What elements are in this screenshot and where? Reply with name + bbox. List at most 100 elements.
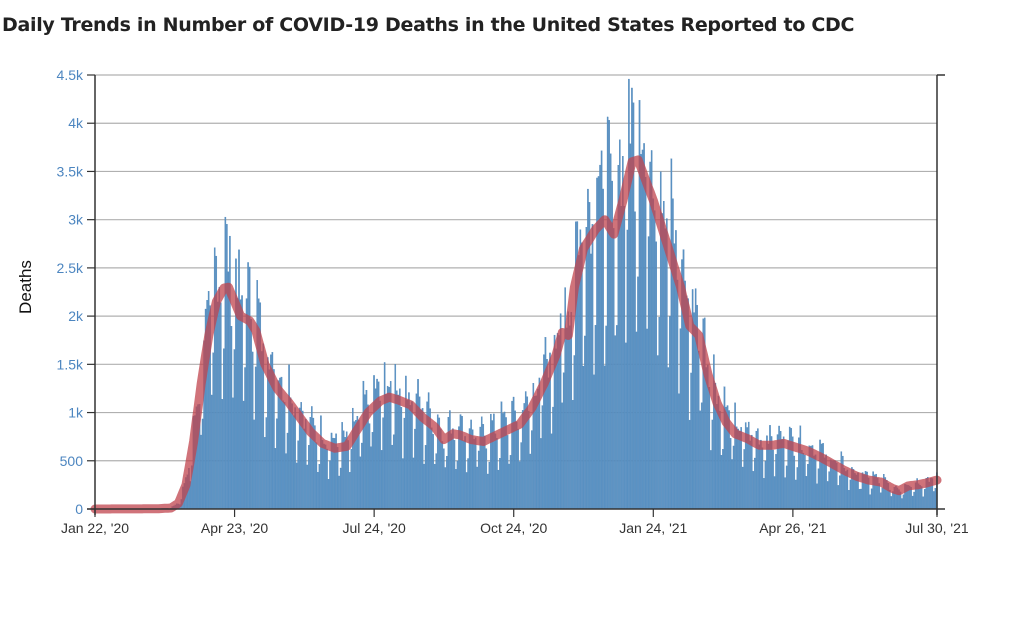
daily-bar bbox=[268, 369, 271, 510]
daily-bar bbox=[223, 348, 225, 510]
daily-bar bbox=[373, 375, 375, 510]
daily-bar bbox=[547, 377, 550, 510]
daily-bar bbox=[508, 463, 510, 510]
daily-bar bbox=[641, 149, 644, 510]
daily-bar bbox=[581, 242, 583, 510]
daily-bar bbox=[324, 444, 327, 510]
daily-bar bbox=[306, 464, 309, 510]
daily-bar bbox=[711, 419, 714, 510]
daily-bar bbox=[370, 446, 372, 510]
daily-bar bbox=[518, 461, 521, 510]
daily-bar bbox=[297, 440, 299, 510]
daily-bar bbox=[629, 143, 632, 510]
y-tick-label: 3k bbox=[68, 212, 84, 228]
daily-bar bbox=[837, 485, 840, 510]
daily-bar bbox=[443, 448, 445, 510]
daily-bar bbox=[644, 176, 647, 510]
daily-bar bbox=[348, 472, 351, 510]
x-axis-ticks: Jan 22, '20 Apr 23, '20 Jul 24, '20 Oct 24,… bbox=[61, 509, 969, 536]
daily-bar bbox=[276, 418, 278, 510]
daily-bar bbox=[737, 428, 739, 510]
daily-bar bbox=[248, 266, 251, 510]
daily-bar bbox=[517, 428, 519, 510]
daily-bar bbox=[341, 422, 343, 510]
daily-bar bbox=[693, 312, 695, 510]
daily-bar bbox=[250, 319, 252, 510]
daily-bar bbox=[406, 400, 409, 510]
daily-bar bbox=[758, 444, 761, 510]
daily-bar bbox=[338, 475, 340, 510]
daily-bar bbox=[412, 457, 415, 510]
daily-bar bbox=[403, 417, 406, 510]
daily-bar bbox=[643, 143, 645, 510]
daily-bar bbox=[603, 365, 606, 510]
daily-bar bbox=[658, 317, 661, 510]
daily-bar bbox=[664, 228, 667, 510]
daily-bar bbox=[383, 362, 386, 510]
daily-bar bbox=[487, 473, 489, 510]
daily-bar bbox=[218, 287, 221, 510]
daily-bar bbox=[814, 454, 817, 510]
daily-bar bbox=[531, 430, 533, 510]
daily-bar bbox=[294, 407, 296, 510]
daily-bar bbox=[760, 439, 762, 510]
daily-bar bbox=[385, 393, 387, 510]
daily-bar bbox=[347, 440, 350, 510]
daily-bar bbox=[473, 439, 475, 510]
daily-bar bbox=[282, 400, 284, 510]
daily-bar bbox=[734, 402, 736, 510]
y-tick-label: 500 bbox=[60, 453, 84, 469]
daily-bar bbox=[741, 466, 744, 510]
daily-bar bbox=[286, 432, 289, 510]
daily-bar bbox=[845, 471, 847, 510]
daily-bar bbox=[623, 206, 626, 510]
daily-bar bbox=[494, 433, 497, 510]
daily-bar bbox=[477, 450, 480, 510]
daily-bar bbox=[799, 425, 802, 510]
daily-bar bbox=[802, 452, 805, 510]
daily-bar bbox=[226, 224, 228, 510]
daily-bar bbox=[652, 198, 654, 510]
daily-bar bbox=[315, 442, 318, 510]
daily-bar bbox=[485, 448, 488, 510]
daily-bar bbox=[697, 350, 700, 510]
daily-bar bbox=[462, 440, 465, 510]
daily-bar bbox=[608, 120, 610, 510]
daily-bar bbox=[699, 410, 701, 510]
daily-bar bbox=[653, 210, 656, 510]
x-tick-label: Jul 30, '21 bbox=[905, 520, 969, 536]
daily-bar bbox=[564, 287, 566, 510]
daily-bar bbox=[435, 453, 438, 510]
daily-bar bbox=[212, 352, 214, 510]
daily-bar bbox=[527, 410, 530, 510]
daily-bar bbox=[826, 481, 829, 510]
daily-bar bbox=[402, 458, 404, 510]
daily-bar bbox=[253, 419, 255, 510]
daily-bar bbox=[391, 444, 394, 510]
daily-bar bbox=[386, 385, 389, 510]
daily-bar bbox=[447, 416, 450, 510]
daily-bar bbox=[352, 407, 354, 510]
daily-bar bbox=[670, 158, 673, 510]
daily-bar bbox=[488, 461, 491, 510]
daily-bar bbox=[320, 415, 322, 510]
daily-bar bbox=[879, 492, 882, 510]
daily-bar bbox=[430, 427, 433, 510]
daily-bar bbox=[540, 438, 542, 510]
daily-bar bbox=[427, 392, 430, 510]
daily-bar bbox=[397, 394, 400, 510]
daily-bar bbox=[562, 372, 565, 510]
daily-bar bbox=[672, 198, 674, 510]
daily-bar bbox=[247, 262, 249, 510]
daily-bar bbox=[423, 463, 425, 510]
daily-bar bbox=[881, 487, 884, 510]
daily-bar bbox=[244, 367, 246, 510]
daily-bar bbox=[535, 395, 538, 510]
daily-bar bbox=[561, 402, 563, 510]
daily-bar bbox=[450, 433, 453, 510]
daily-bar bbox=[409, 405, 412, 510]
daily-bar bbox=[292, 415, 295, 510]
daily-bar bbox=[573, 355, 576, 510]
daily-bar bbox=[441, 441, 444, 510]
daily-bar bbox=[591, 224, 594, 510]
